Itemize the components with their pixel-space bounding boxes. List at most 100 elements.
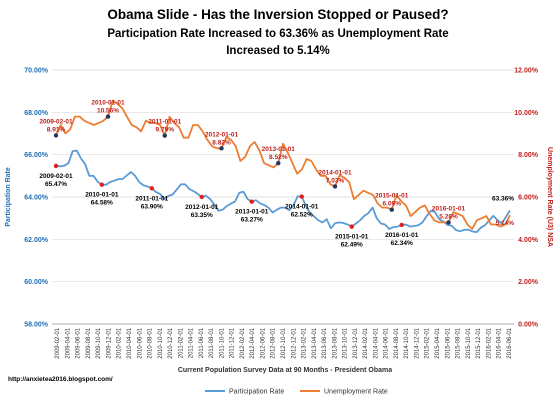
x-tick-label: 2009-02-01: [55, 327, 61, 358]
x-tick-label: 2015-06-01: [445, 327, 451, 358]
series-line-participation-rate: [55, 149, 511, 234]
right-tick-label: 12.00%: [514, 68, 539, 75]
y-axis-right-title: Unemployment Rate (U3) NSA: [546, 147, 553, 247]
gridlines: [52, 69, 514, 325]
annotation-marker: [332, 184, 338, 189]
x-tick-label: 2013-12-01: [353, 327, 359, 358]
x-tick-label: 2011-10-01: [219, 327, 225, 358]
annotation-date: 2016-01-01: [385, 232, 419, 239]
right-tick-label: 4.00%: [518, 237, 539, 244]
chart-title-line-3: Increased to 5.14%: [226, 45, 330, 57]
annotation-value: 6.09%: [383, 201, 402, 208]
annotation-marker: [349, 224, 354, 229]
annotation-marker: [99, 182, 105, 187]
x-tick-label: 2009-10-01: [96, 327, 102, 358]
annotation-value: 8.91%: [47, 126, 66, 133]
x-tick-label: 2009-04-01: [65, 327, 71, 358]
right-tick-label: 0.00%: [518, 322, 539, 329]
x-tick-label: 2014-12-01: [414, 327, 420, 358]
x-tick-label: 2014-06-01: [384, 327, 390, 358]
x-tick-label: 2011-12-01: [230, 327, 236, 358]
annotation-value: 7.03%: [326, 177, 345, 184]
annotation-date: 2013-01-01: [235, 209, 269, 216]
annotation-date: 2011-01-01: [148, 119, 181, 126]
x-tick-label: 2015-08-01: [456, 327, 462, 358]
x-tick-label: 2013-10-01: [343, 327, 349, 358]
legend-label: Participation Rate: [229, 389, 284, 396]
annotation-value: 63.35%: [191, 212, 213, 219]
x-axis-ticks: 2009-02-01 2009-04-01 2009-06-01 2009-08-01…: [55, 327, 513, 358]
x-tick-label: 2016-02-01: [486, 327, 492, 358]
left-tick-label: 66.00%: [24, 152, 49, 159]
annotation-marker: [299, 194, 304, 199]
x-tick-label: 2012-10-01: [281, 327, 287, 358]
x-tick-label: 2013-06-01: [322, 327, 328, 358]
left-tick-label: 64.00%: [24, 195, 49, 202]
x-tick-label: 2010-06-01: [137, 327, 143, 358]
annotation-date: 2011-01-01: [135, 195, 168, 202]
annotation-value: 9.79%: [156, 127, 175, 134]
left-tick-label: 60.00%: [24, 279, 49, 286]
annotation-value: 62.34%: [391, 240, 413, 247]
annotation-marker: [162, 133, 167, 138]
y-axis-left-title: Participation Rate: [5, 167, 12, 227]
x-tick-label: 2013-08-01: [332, 327, 338, 358]
annotation-marker: [53, 133, 59, 138]
legend: Participation Rate Unemployment Rate: [205, 389, 388, 396]
annotation-date: 2009-02-01: [39, 173, 73, 180]
x-tick-label: 2014-10-01: [404, 327, 410, 358]
right-tick-label: 6.00%: [518, 195, 539, 202]
x-tick-label: 2014-04-01: [373, 327, 379, 358]
x-tick-label: 2012-08-01: [271, 327, 277, 358]
annotation-marker: [276, 160, 281, 166]
x-tick-label: 2012-06-01: [260, 327, 266, 358]
annotation-date: 2015-01-01: [375, 193, 409, 200]
annotation-value: 5.28%: [439, 213, 458, 220]
annotation-value: 8.82%: [212, 139, 231, 146]
annotation-value: 10.56%: [97, 108, 119, 115]
left-tick-label: 68.00%: [24, 110, 49, 117]
annotation-date: 2010-01-01: [91, 100, 125, 107]
annotation-value: 62.52%: [291, 212, 313, 219]
annotation-date: 2014-01-01: [318, 169, 352, 176]
x-tick-label: 2009-12-01: [106, 327, 112, 358]
chart-title-line-1: Obama Slide - Has the Inversion Stopped …: [107, 7, 448, 22]
chart-title: Obama Slide - Has the Inversion Stopped …: [107, 7, 448, 57]
annotation-value: 63.90%: [141, 203, 163, 210]
chart-title-line-2: Participation Rate Increased to 63.36% a…: [107, 28, 448, 40]
x-axis-title: Current Population Survey Data at 90 Mon…: [178, 367, 392, 374]
left-tick-label: 70.00%: [24, 68, 49, 75]
annotations: 2009-02-018.91%2010-01-0110.56%2011-01-0…: [39, 100, 514, 249]
left-tick-label: 58.00%: [24, 322, 49, 329]
annotation-marker: [399, 222, 404, 228]
annotation-marker: [105, 114, 111, 119]
annotation-marker: [446, 220, 451, 225]
right-tick-label: 10.00%: [514, 110, 539, 117]
series-lines: [55, 99, 511, 234]
x-tick-label: 2009-08-01: [86, 327, 92, 358]
x-tick-label: 2013-02-01: [302, 327, 308, 358]
annotation-date: 2012-01-01: [185, 204, 219, 211]
legend-label: Unemployment Rate: [324, 389, 388, 396]
annotation-date: 2013-01-01: [262, 146, 296, 153]
right-axis-ticks: 0.00% 2.00% 4.00% 6.00% 8.00% 10.00% 12.00%: [514, 68, 539, 329]
x-tick-label: 2014-02-01: [363, 327, 369, 358]
x-tick-label: 2012-04-01: [250, 327, 256, 358]
x-tick-label: 2010-04-01: [127, 327, 133, 358]
x-tick-label: 2010-08-01: [148, 327, 154, 358]
annotation-value: 8.52%: [269, 154, 288, 161]
annotation-date: 2014-01-01: [285, 204, 319, 211]
x-tick-label: 2013-04-01: [312, 327, 318, 358]
end-label: 63.36%: [492, 196, 514, 203]
x-tick-label: 2016-04-01: [497, 327, 503, 358]
x-tick-label: 2010-12-01: [168, 327, 174, 358]
x-tick-label: 2011-06-01: [199, 327, 205, 358]
annotation-date: 2015-01-01: [335, 234, 369, 241]
annotation-value: 65.47%: [45, 181, 67, 188]
x-tick-label: 2009-06-01: [76, 327, 82, 358]
left-tick-label: 62.00%: [24, 237, 49, 244]
x-tick-label: 2014-08-01: [394, 327, 400, 358]
right-tick-label: 2.00%: [518, 279, 539, 286]
annotation-marker: [199, 194, 204, 200]
annotation-date: 2010-01-01: [85, 192, 119, 199]
